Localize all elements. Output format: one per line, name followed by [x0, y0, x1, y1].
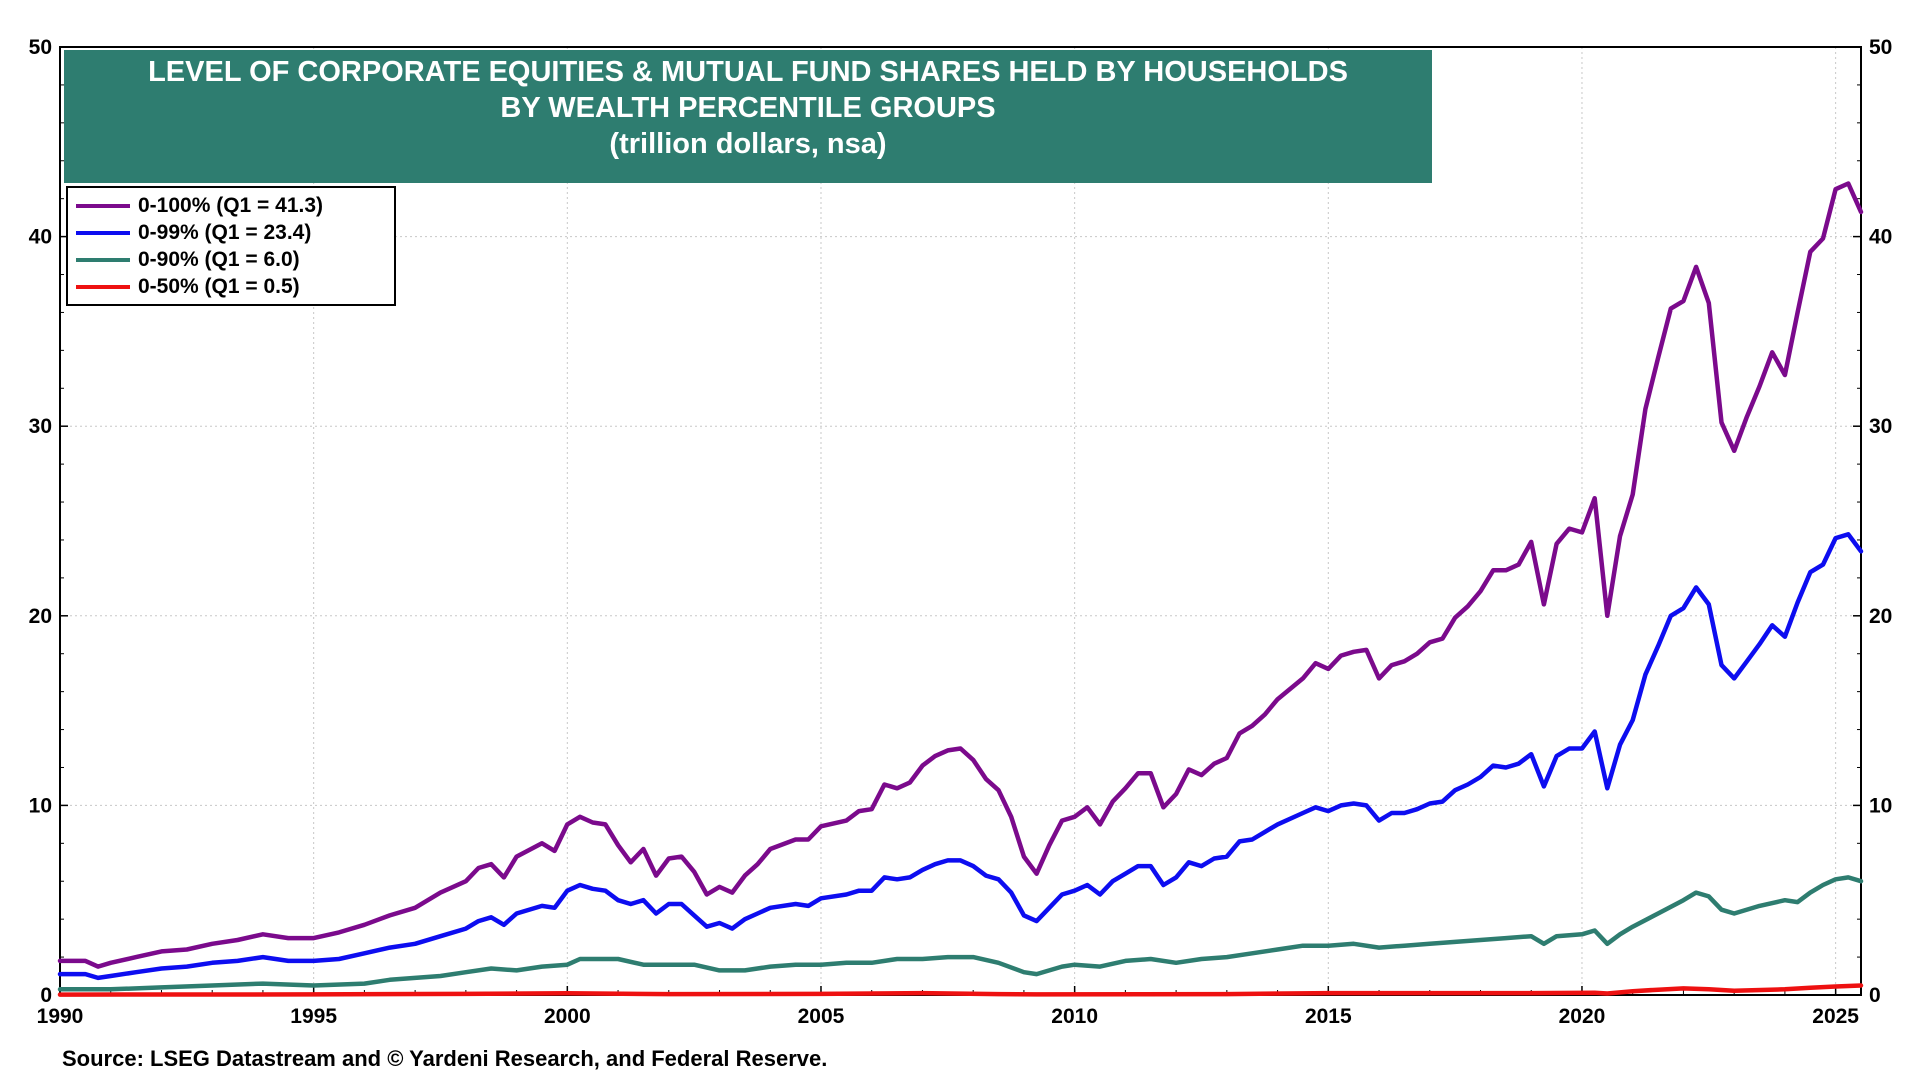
legend-swatch [76, 257, 130, 262]
legend-label: 0-50% (Q1 = 0.5) [138, 274, 300, 298]
legend-swatch [76, 203, 130, 208]
x-tick-label: 1995 [290, 1005, 337, 1028]
y-tick-label-right: 0 [1869, 984, 1881, 1007]
chart-unit-note: (trillion dollars, nsa) [609, 128, 887, 160]
legend-label: 0-100% (Q1 = 41.3) [138, 193, 324, 217]
y-tick-label-left: 50 [29, 36, 52, 59]
y-tick-label-left: 30 [29, 415, 52, 438]
chart-subtitle: BY WEALTH PERCENTILE GROUPS [500, 92, 996, 124]
chart-title: LEVEL OF CORPORATE EQUITIES & MUTUAL FUN… [148, 56, 1348, 88]
legend-label: 0-90% (Q1 = 6.0) [138, 247, 300, 271]
y-tick-label-right: 30 [1869, 415, 1892, 438]
y-tick-label-right: 50 [1869, 36, 1892, 59]
y-tick-label-left: 20 [29, 605, 52, 628]
legend-label: 0-99% (Q1 = 23.4) [138, 220, 312, 244]
y-tick-label-left: 0 [40, 984, 52, 1007]
legend-item: 0-99% (Q1 = 23.4) [76, 219, 394, 246]
legend-swatch [76, 230, 130, 235]
chart-title-box: LEVEL OF CORPORATE EQUITIES & MUTUAL FUN… [64, 50, 1432, 183]
y-tick-label-left: 40 [29, 226, 52, 249]
x-tick-label: 2025 [1812, 1005, 1859, 1028]
series-line-3 [57, 983, 1864, 997]
legend-swatch [76, 284, 130, 289]
source-note: Source: LSEG Datastream and © Yardeni Re… [62, 1046, 828, 1071]
x-tick-label: 2000 [544, 1005, 591, 1028]
legend-item: 0-100% (Q1 = 41.3) [76, 192, 394, 219]
series-line-2 [57, 875, 1864, 992]
x-tick-label: 2015 [1305, 1005, 1352, 1028]
series [57, 181, 1864, 997]
x-tick-label: 2020 [1559, 1005, 1606, 1028]
legend: 0-100% (Q1 = 41.3) 0-99% (Q1 = 23.4) 0-90%… [66, 186, 396, 306]
x-tick-label: 1990 [37, 1005, 84, 1028]
x-tick-label: 2010 [1051, 1005, 1098, 1028]
series-line-1 [57, 532, 1864, 981]
x-tick-label: 2005 [798, 1005, 845, 1028]
y-tick-label-right: 40 [1869, 226, 1892, 249]
legend-item: 0-50% (Q1 = 0.5) [76, 273, 394, 300]
y-tick-label-right: 10 [1869, 794, 1892, 817]
y-tick-label-left: 10 [29, 794, 52, 817]
legend-item: 0-90% (Q1 = 6.0) [76, 246, 394, 273]
y-tick-label-right: 20 [1869, 605, 1892, 628]
series-line-0 [57, 181, 1864, 969]
